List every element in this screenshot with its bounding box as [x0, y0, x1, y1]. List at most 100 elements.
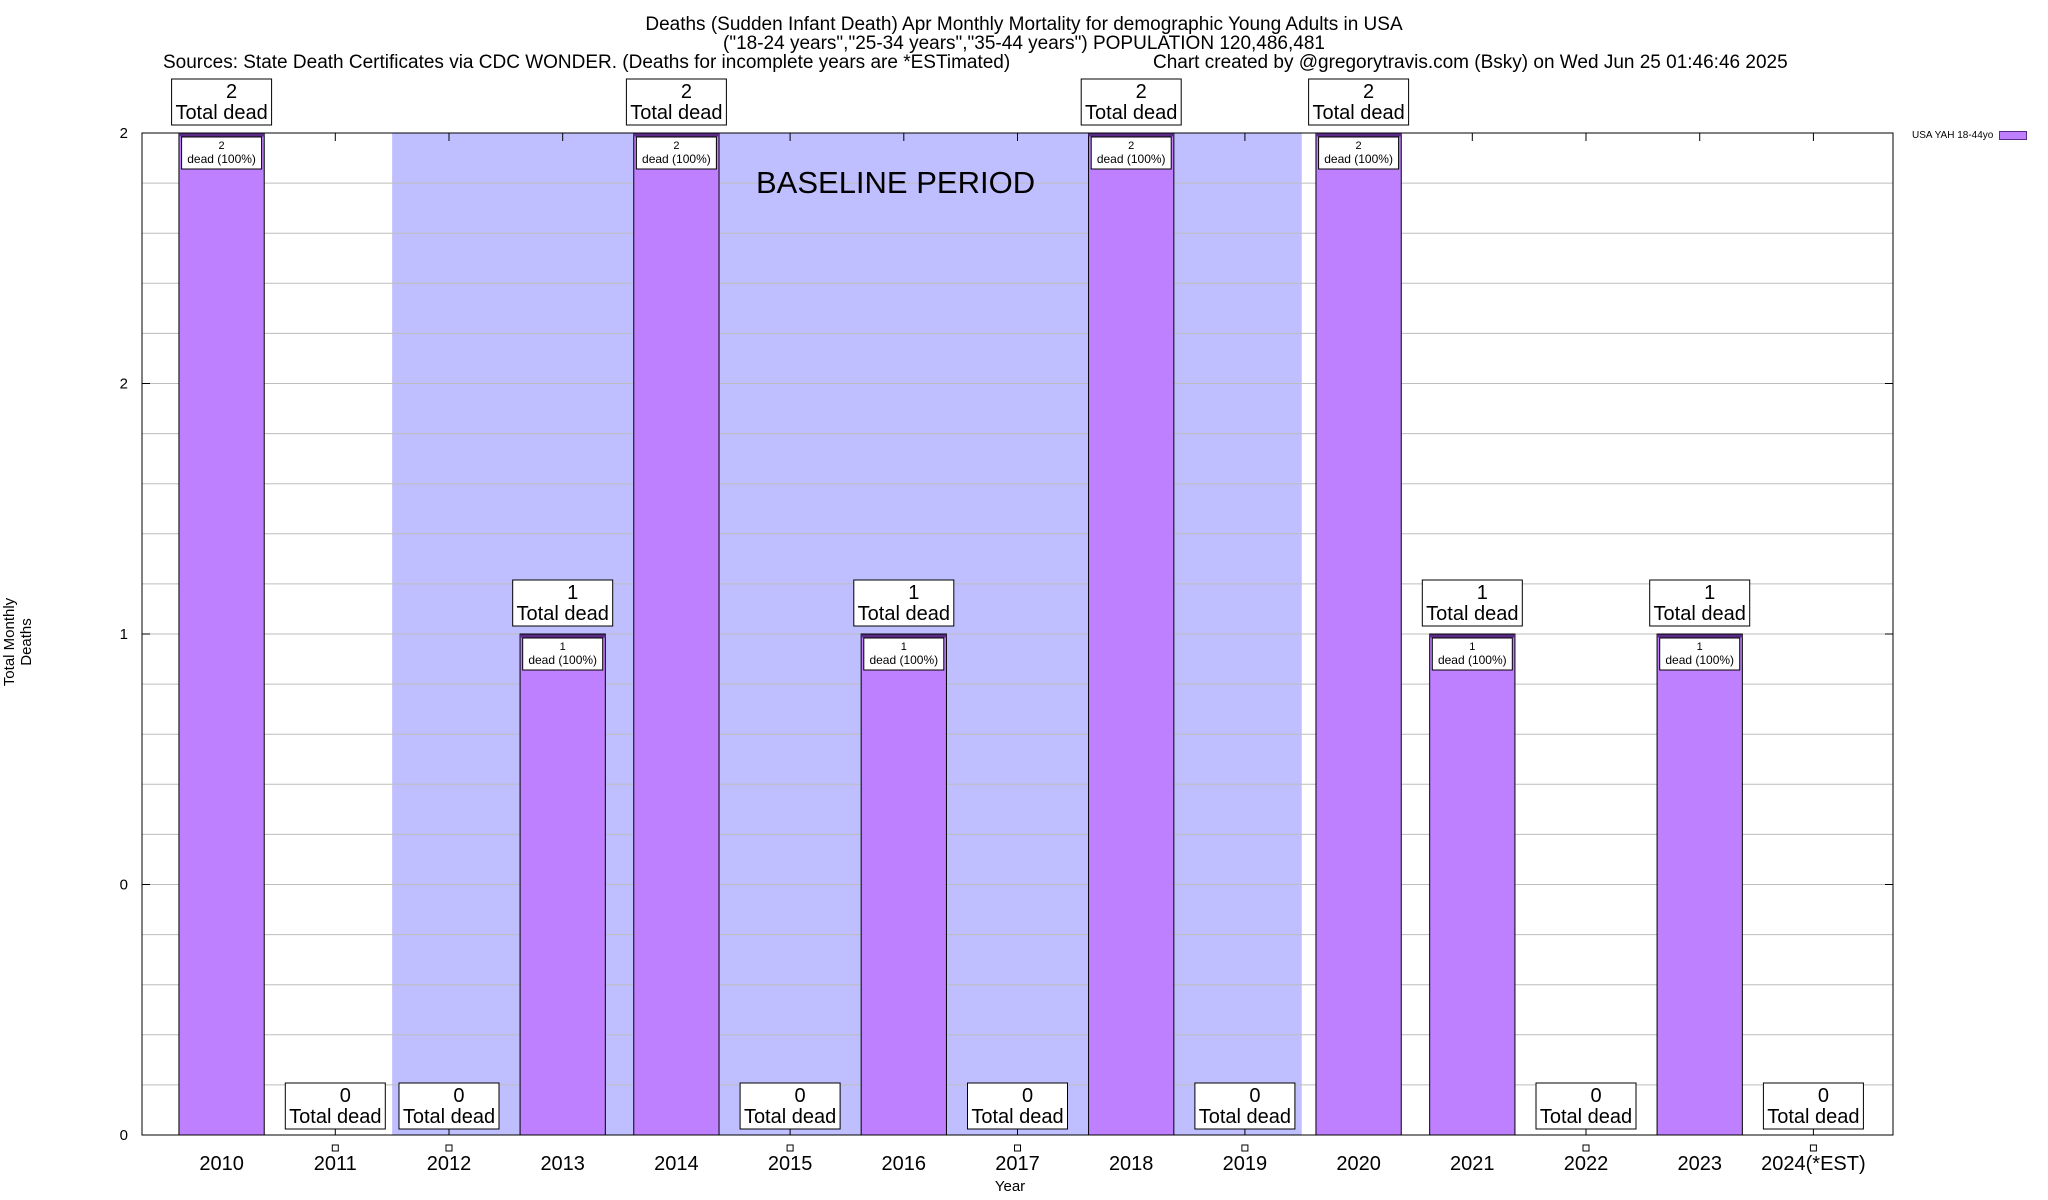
total-label-box: [1080, 78, 1182, 126]
chart-sources: Sources: State Death Certificates via CD…: [163, 52, 1011, 73]
y-tick-label: 0: [120, 1127, 128, 1144]
total-label-box: [284, 1082, 386, 1130]
total-label-value: 2: [681, 81, 692, 103]
total-label-box: [1308, 78, 1410, 126]
total-label-box: [967, 1082, 1068, 1130]
bar: [1088, 132, 1175, 1136]
bar-inner-label-box: [635, 136, 717, 170]
total-label-text: Total dead: [744, 1106, 836, 1128]
zero-marker: [1582, 1144, 1590, 1152]
bar-inner-label-box: [1318, 136, 1400, 170]
total-label-value: 0: [795, 1085, 806, 1107]
legend: USA YAH 18-44yo: [1912, 130, 2028, 141]
bar-inner-label: dead (100%): [1438, 653, 1507, 667]
plot-border: [141, 132, 1894, 1136]
x-tick-label: 2020: [1336, 1153, 1381, 1175]
x-tick-label: 2013: [540, 1153, 585, 1175]
x-tick-label: 2019: [1223, 1153, 1268, 1175]
bar: [1656, 633, 1743, 1136]
total-label-value: 0: [1818, 1085, 1829, 1107]
total-label-value: 0: [1249, 1085, 1260, 1107]
bar-inner-count: 2: [219, 140, 225, 152]
total-label-text: Total dead: [1654, 603, 1746, 625]
total-label-value: 0: [1590, 1085, 1601, 1107]
total-label-value: 1: [1477, 582, 1488, 604]
bar-inner-count: 1: [1469, 641, 1475, 653]
total-label-text: Total dead: [630, 102, 722, 124]
bar-inner-label-box: [522, 637, 604, 671]
total-label-text: Total dead: [403, 1106, 495, 1128]
legend-label: USA YAH 18-44yo: [1912, 130, 1994, 141]
bar-inner-label: dead (100%): [187, 152, 256, 166]
total-label-text: Total dead: [175, 102, 267, 124]
bar-inner-label-box: [1431, 637, 1513, 671]
bar-inner-label: dead (100%): [1665, 653, 1734, 667]
bar: [1315, 132, 1402, 1136]
total-label-text: Total dead: [517, 603, 609, 625]
bar-inner-label: dead (100%): [1097, 152, 1166, 166]
bar-inner-label-box: [1659, 637, 1741, 671]
x-tick-label: 2024(*EST): [1761, 1153, 1866, 1175]
bar-inner-label: dead (100%): [528, 653, 597, 667]
bar-inner-label-box: [1090, 136, 1172, 170]
bar: [519, 633, 606, 1136]
chart-credit: Chart created by @gregorytravis.com (Bsk…: [1153, 52, 1788, 73]
x-tick-label: 2015: [768, 1153, 813, 1175]
zero-marker: [331, 1144, 339, 1152]
y-tick-label: 2: [120, 125, 128, 142]
x-tick-label: 2018: [1109, 1153, 1154, 1175]
bar-inner-label-box: [863, 637, 945, 671]
total-label-value: 0: [453, 1085, 464, 1107]
x-tick-label: 2021: [1450, 1153, 1495, 1175]
total-label-box: [171, 78, 273, 126]
total-label-box: [1649, 579, 1751, 627]
total-label-box: [512, 579, 614, 627]
total-label-box: [398, 1082, 500, 1130]
bar-inner-label: dead (100%): [869, 653, 938, 667]
bar-inner-count: 1: [1697, 641, 1703, 653]
total-label-box: [1535, 1082, 1637, 1130]
bar: [178, 132, 265, 1136]
total-label-text: Total dead: [1312, 102, 1404, 124]
x-tick-label: 2014: [654, 1153, 699, 1175]
bar-inner-count: 2: [1128, 140, 1134, 152]
total-label-value: 0: [340, 1085, 351, 1107]
total-label-box: [1762, 1082, 1864, 1130]
zero-marker: [786, 1144, 794, 1152]
zero-marker: [1014, 1144, 1021, 1152]
bar: [633, 132, 720, 1136]
zero-marker: [445, 1144, 453, 1152]
total-label-text: Total dead: [1199, 1106, 1291, 1128]
zero-marker: [1241, 1144, 1249, 1152]
chart-title-line-2: ("18-24 years","25-34 years","35-44 year…: [723, 33, 1325, 54]
total-label-text: Total dead: [1767, 1106, 1859, 1128]
total-label-value: 1: [1704, 582, 1715, 604]
total-label-value: 2: [1136, 81, 1147, 103]
total-label-text: Total dead: [1540, 1106, 1632, 1128]
y-axis-label: Total Monthly Deaths: [1, 597, 35, 687]
total-label-value: 1: [908, 582, 919, 604]
bar-inner-label: dead (100%): [1324, 152, 1393, 166]
total-label-box: [1421, 579, 1523, 627]
y-tick-label: 2: [120, 376, 128, 393]
x-tick-label: 2011: [314, 1153, 357, 1175]
bar-inner-label-box: [181, 136, 263, 170]
total-label-value: 1: [567, 582, 578, 604]
total-label-box: [1194, 1082, 1296, 1130]
total-label-box: [853, 579, 955, 627]
baseline-annotation: BASELINE PERIOD: [756, 165, 1035, 200]
legend-swatch: [1999, 131, 2028, 140]
bar-inner-count: 2: [1356, 140, 1362, 152]
chart-title-line-1: Deaths (Sudden Infant Death) Apr Monthly…: [645, 14, 1403, 35]
bar-inner-count: 1: [560, 641, 566, 653]
x-axis-label: Year: [994, 1178, 1026, 1195]
x-tick-label: 2022: [1564, 1153, 1609, 1175]
total-label-value: 2: [1363, 81, 1374, 103]
bar: [1429, 633, 1516, 1136]
total-label-text: Total dead: [289, 1106, 381, 1128]
x-tick-label: 2016: [882, 1153, 927, 1175]
x-tick-label: 2023: [1677, 1153, 1722, 1175]
total-label-value: 0: [1022, 1085, 1033, 1107]
x-tick-label: 2017: [995, 1153, 1040, 1175]
